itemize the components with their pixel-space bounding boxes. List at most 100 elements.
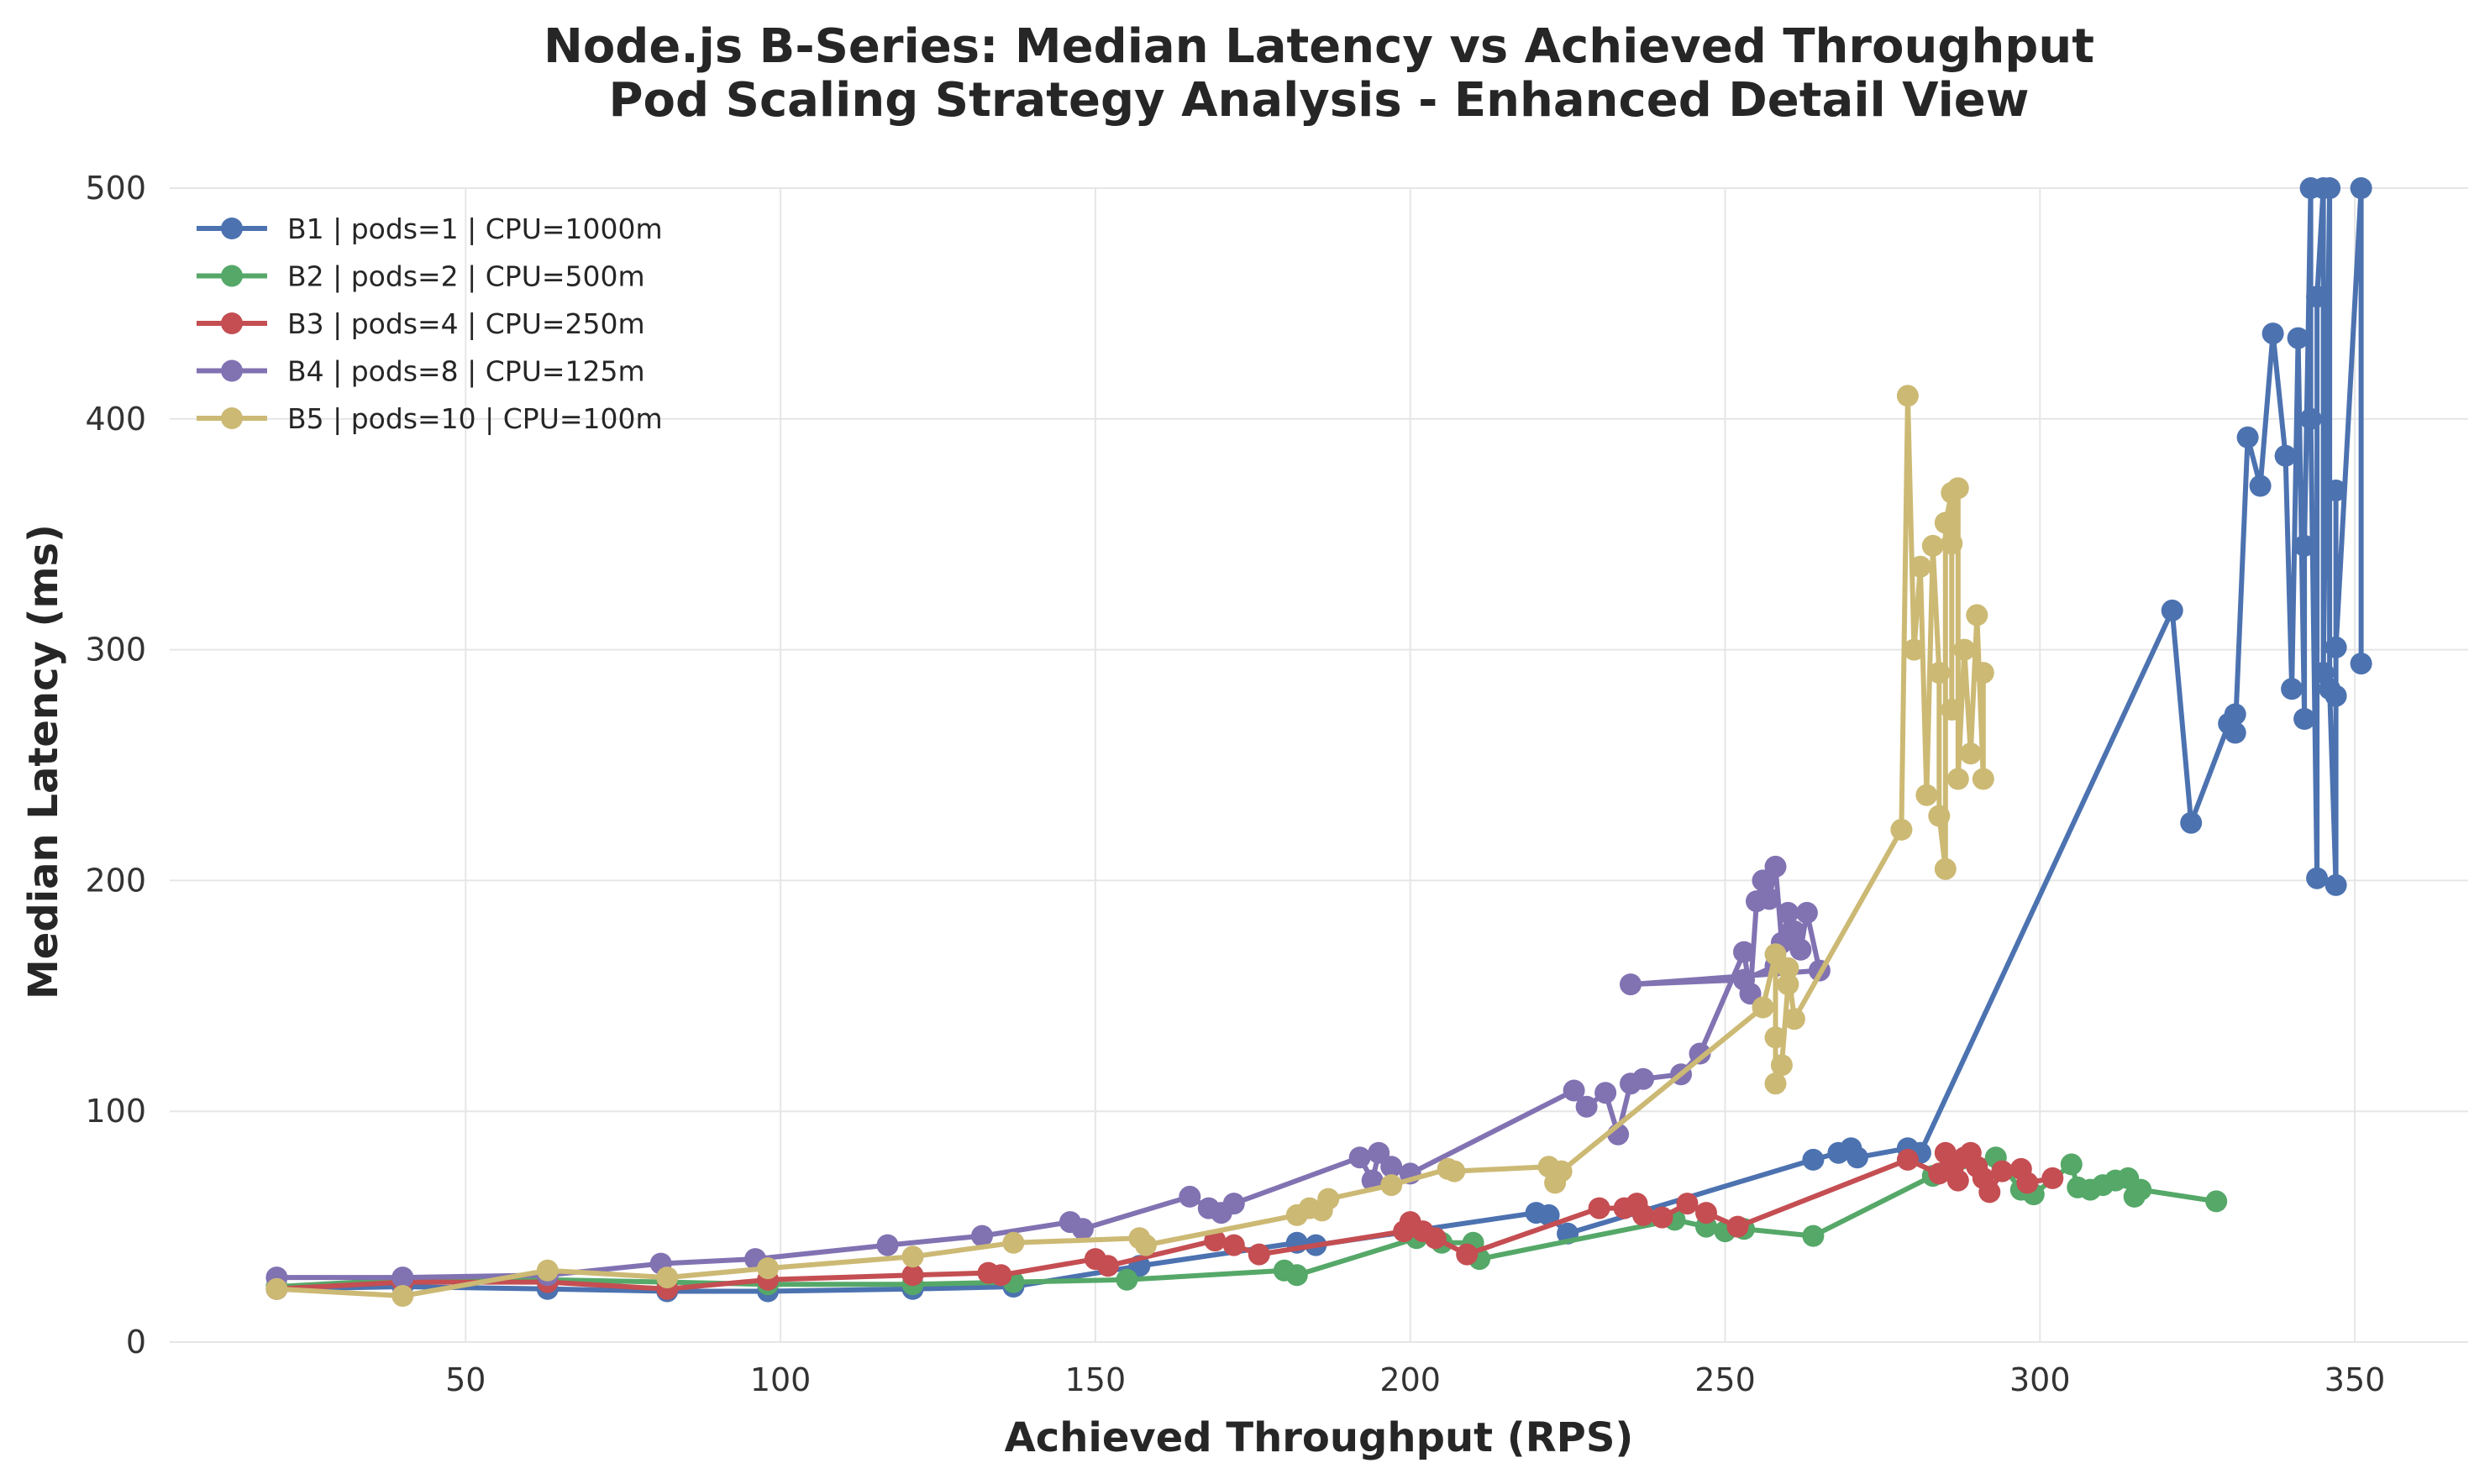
data-point: [2319, 177, 2341, 199]
data-point: [2293, 534, 2316, 557]
data-point: [1096, 1255, 1119, 1277]
series-line: [276, 186, 2364, 1294]
data-point: [2306, 286, 2329, 308]
data-point: [2325, 873, 2347, 896]
data-point: [1915, 784, 1938, 806]
data-point: [2325, 480, 2347, 501]
legend-marker: [221, 407, 243, 429]
data-point: [656, 1266, 679, 1289]
data-point: [1002, 1231, 1025, 1254]
series-5: [265, 385, 1994, 1307]
data-point: [1966, 604, 1988, 627]
legend-marker: [221, 312, 243, 334]
data-point: [2281, 678, 2304, 700]
data-point: [1285, 1264, 1308, 1287]
data-point: [1903, 638, 1925, 661]
y-tick-label: 500: [85, 170, 146, 207]
legend-item: B3 | pods=4 | CPU=250m: [197, 307, 645, 340]
tick-labels: 50 100 150 200 250 300 350 0 100 200 300 400 500: [85, 170, 2385, 1398]
data-point: [1380, 1174, 1403, 1197]
series-line: [276, 393, 1986, 1298]
legend-item: B4 | pods=8 | CPU=125m: [197, 355, 645, 388]
legend-marker: [221, 265, 243, 287]
y-tick-label: 0: [126, 1324, 146, 1361]
x-tick-label: 350: [2325, 1361, 2386, 1398]
data-point: [1953, 638, 1976, 661]
data-point: [1550, 1160, 1573, 1182]
data-point: [1764, 943, 1787, 966]
data-point: [1770, 1054, 1793, 1077]
data-point: [1594, 1082, 1617, 1104]
data-point: [876, 1234, 899, 1256]
data-point: [1620, 973, 1642, 996]
data-point: [1116, 1268, 1138, 1291]
data-point: [1752, 869, 1774, 892]
data-point: [1380, 1156, 1403, 1178]
data-point: [1777, 901, 1799, 924]
data-point: [2299, 407, 2322, 430]
chart-title: Node.js B-Series: Median Latency vs Achi…: [544, 19, 2094, 74]
data-point: [2224, 721, 2246, 744]
data-point: [2287, 327, 2309, 349]
data-point: [1941, 699, 1963, 721]
data-point: [391, 1266, 414, 1289]
data-point: [1978, 1181, 2001, 1203]
legend-item: B5 | pods=10 | CPU=100m: [197, 402, 663, 435]
data-point: [1443, 1160, 1466, 1182]
y-axis-label: Median Latency (ms): [20, 524, 67, 999]
x-tick-label: 250: [1694, 1361, 1756, 1398]
data-point: [1928, 662, 1951, 684]
x-tick-label: 50: [445, 1361, 486, 1398]
data-point: [1890, 818, 1913, 841]
data-point: [2041, 1167, 2064, 1189]
data-point: [2224, 703, 2246, 726]
data-point: [1783, 920, 1805, 942]
data-point: [1777, 973, 1799, 996]
data-point: [1972, 662, 1994, 684]
legend-label: B5 | pods=10 | CPU=100m: [287, 402, 663, 435]
x-axis-label: Achieved Throughput (RPS): [1005, 1414, 1634, 1461]
data-point: [901, 1264, 924, 1287]
data-point: [1575, 1095, 1598, 1118]
data-point: [1934, 857, 1957, 880]
data-point: [1071, 1218, 1094, 1240]
legend: B1 | pods=1 | CPU=1000m B2 | pods=2 | CPU…: [197, 212, 663, 435]
data-point: [2293, 708, 2316, 730]
data-point: [1972, 768, 1994, 790]
data-point: [1348, 1146, 1371, 1169]
legend-label: B3 | pods=4 | CPU=250m: [287, 307, 645, 340]
data-point: [1733, 941, 1755, 963]
data-point: [1726, 1215, 1749, 1238]
data-point: [2180, 811, 2203, 834]
data-point: [757, 1257, 780, 1280]
data-point: [1946, 477, 1969, 500]
data-point: [1632, 1067, 1654, 1090]
data-point: [2016, 1172, 2039, 1194]
data-point: [1676, 1193, 1699, 1215]
series-group: [265, 177, 2372, 1307]
legend-marker: [221, 218, 243, 239]
data-point: [1179, 1185, 1201, 1208]
chart-subtitle: Pod Scaling Strategy Analysis - Enhanced…: [609, 73, 2030, 128]
data-point: [990, 1264, 1012, 1287]
series-3: [265, 1141, 2064, 1300]
legend-item: B2 | pods=2 | CPU=500m: [197, 260, 645, 293]
data-point: [1909, 555, 1931, 578]
data-point: [1921, 534, 1944, 557]
data-point: [1896, 385, 1919, 407]
data-point: [391, 1285, 414, 1307]
legend-label: B1 | pods=1 | CPU=1000m: [287, 212, 663, 245]
data-point: [1764, 855, 1787, 878]
data-point: [1896, 1148, 1919, 1171]
data-point: [1777, 957, 1799, 979]
data-point: [1846, 1146, 1868, 1169]
data-point: [2161, 599, 2183, 621]
data-point: [1764, 1026, 1787, 1049]
x-tick-label: 300: [2009, 1361, 2071, 1398]
data-point: [2130, 1178, 2152, 1201]
data-point: [1222, 1193, 1245, 1215]
grid: [170, 187, 2468, 1343]
data-point: [1588, 1197, 1610, 1219]
data-point: [1134, 1234, 1157, 1256]
